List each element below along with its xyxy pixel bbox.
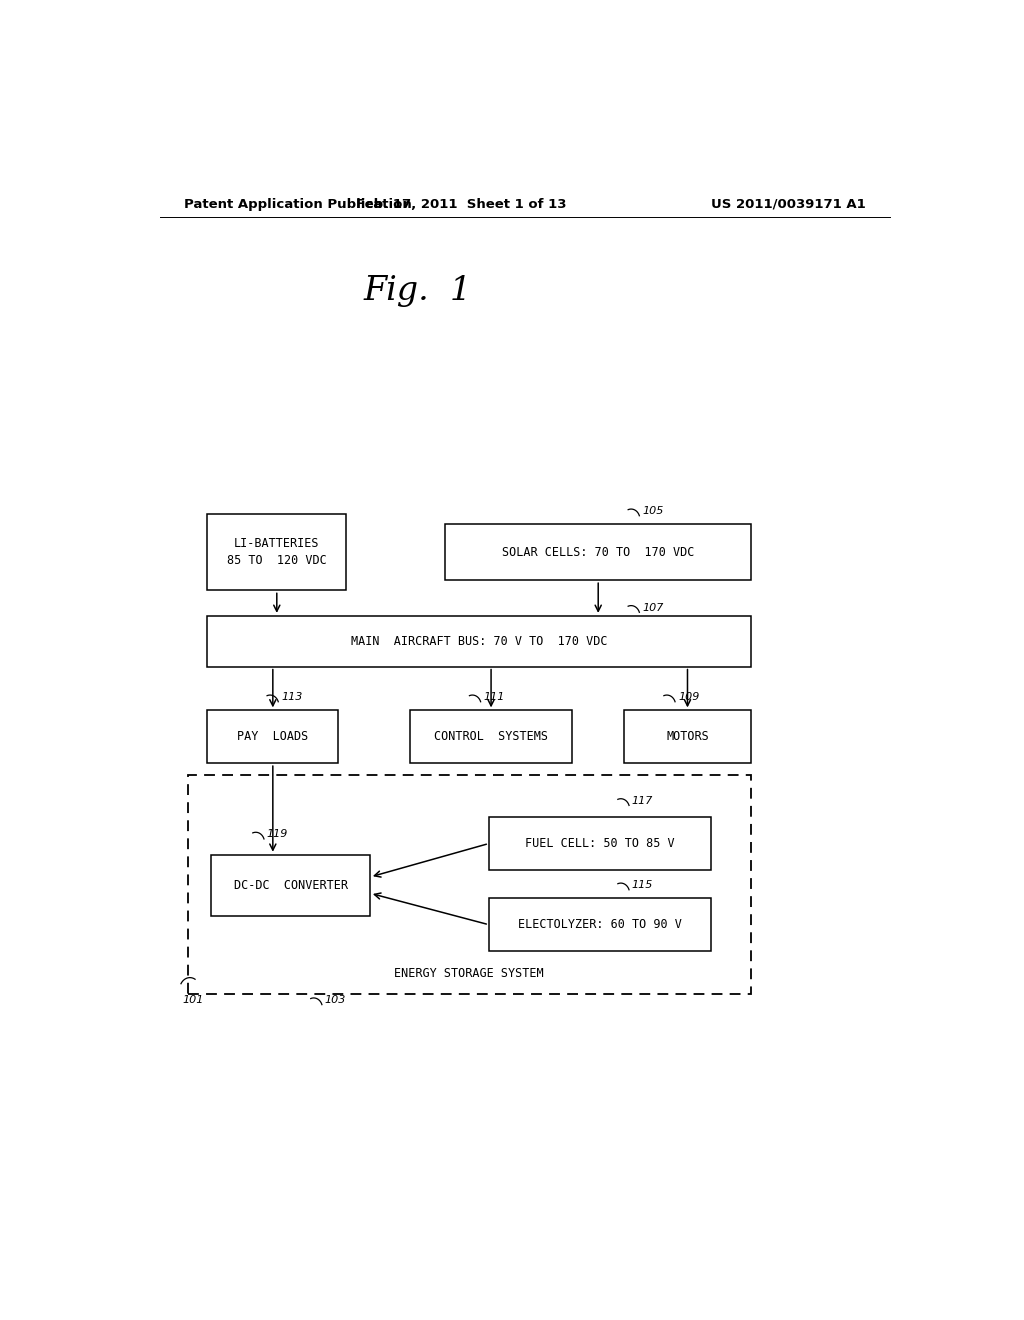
Text: 107: 107: [642, 603, 664, 612]
Text: PAY  LOADS: PAY LOADS: [238, 730, 308, 743]
Text: ENERGY STORAGE SYSTEM: ENERGY STORAGE SYSTEM: [394, 968, 544, 979]
Text: 119: 119: [267, 829, 288, 840]
Text: 103: 103: [325, 995, 346, 1005]
Bar: [211, 854, 370, 916]
Text: MOTORS: MOTORS: [667, 730, 709, 743]
Bar: [207, 710, 338, 763]
Text: LI-BATTERIES
85 TO  120 VDC: LI-BATTERIES 85 TO 120 VDC: [227, 537, 327, 568]
Text: 117: 117: [632, 796, 653, 805]
Text: ELECTOLYZER: 60 TO 90 V: ELECTOLYZER: 60 TO 90 V: [518, 919, 682, 932]
Text: 111: 111: [483, 692, 505, 702]
Bar: [624, 710, 751, 763]
Bar: [445, 524, 751, 581]
Text: 105: 105: [642, 506, 664, 516]
Text: MAIN  AIRCRAFT BUS: 70 V TO  170 VDC: MAIN AIRCRAFT BUS: 70 V TO 170 VDC: [351, 635, 607, 648]
Text: DC-DC  CONVERTER: DC-DC CONVERTER: [233, 879, 348, 891]
Text: SOLAR CELLS: 70 TO  170 VDC: SOLAR CELLS: 70 TO 170 VDC: [502, 545, 694, 558]
Bar: [207, 515, 346, 590]
Bar: [489, 899, 712, 952]
Text: 101: 101: [182, 995, 204, 1005]
Bar: [187, 775, 751, 994]
Bar: [489, 817, 712, 870]
Text: CONTROL  SYSTEMS: CONTROL SYSTEMS: [434, 730, 548, 743]
Text: Patent Application Publication: Patent Application Publication: [183, 198, 412, 211]
Text: US 2011/0039171 A1: US 2011/0039171 A1: [712, 198, 866, 211]
Text: 109: 109: [678, 692, 699, 702]
Bar: [410, 710, 572, 763]
Bar: [207, 615, 751, 667]
Text: 113: 113: [282, 692, 302, 702]
Text: 115: 115: [632, 880, 653, 890]
Text: FUEL CELL: 50 TO 85 V: FUEL CELL: 50 TO 85 V: [525, 837, 675, 850]
Text: Feb. 17, 2011  Sheet 1 of 13: Feb. 17, 2011 Sheet 1 of 13: [356, 198, 566, 211]
Text: Fig.  1: Fig. 1: [364, 275, 472, 306]
